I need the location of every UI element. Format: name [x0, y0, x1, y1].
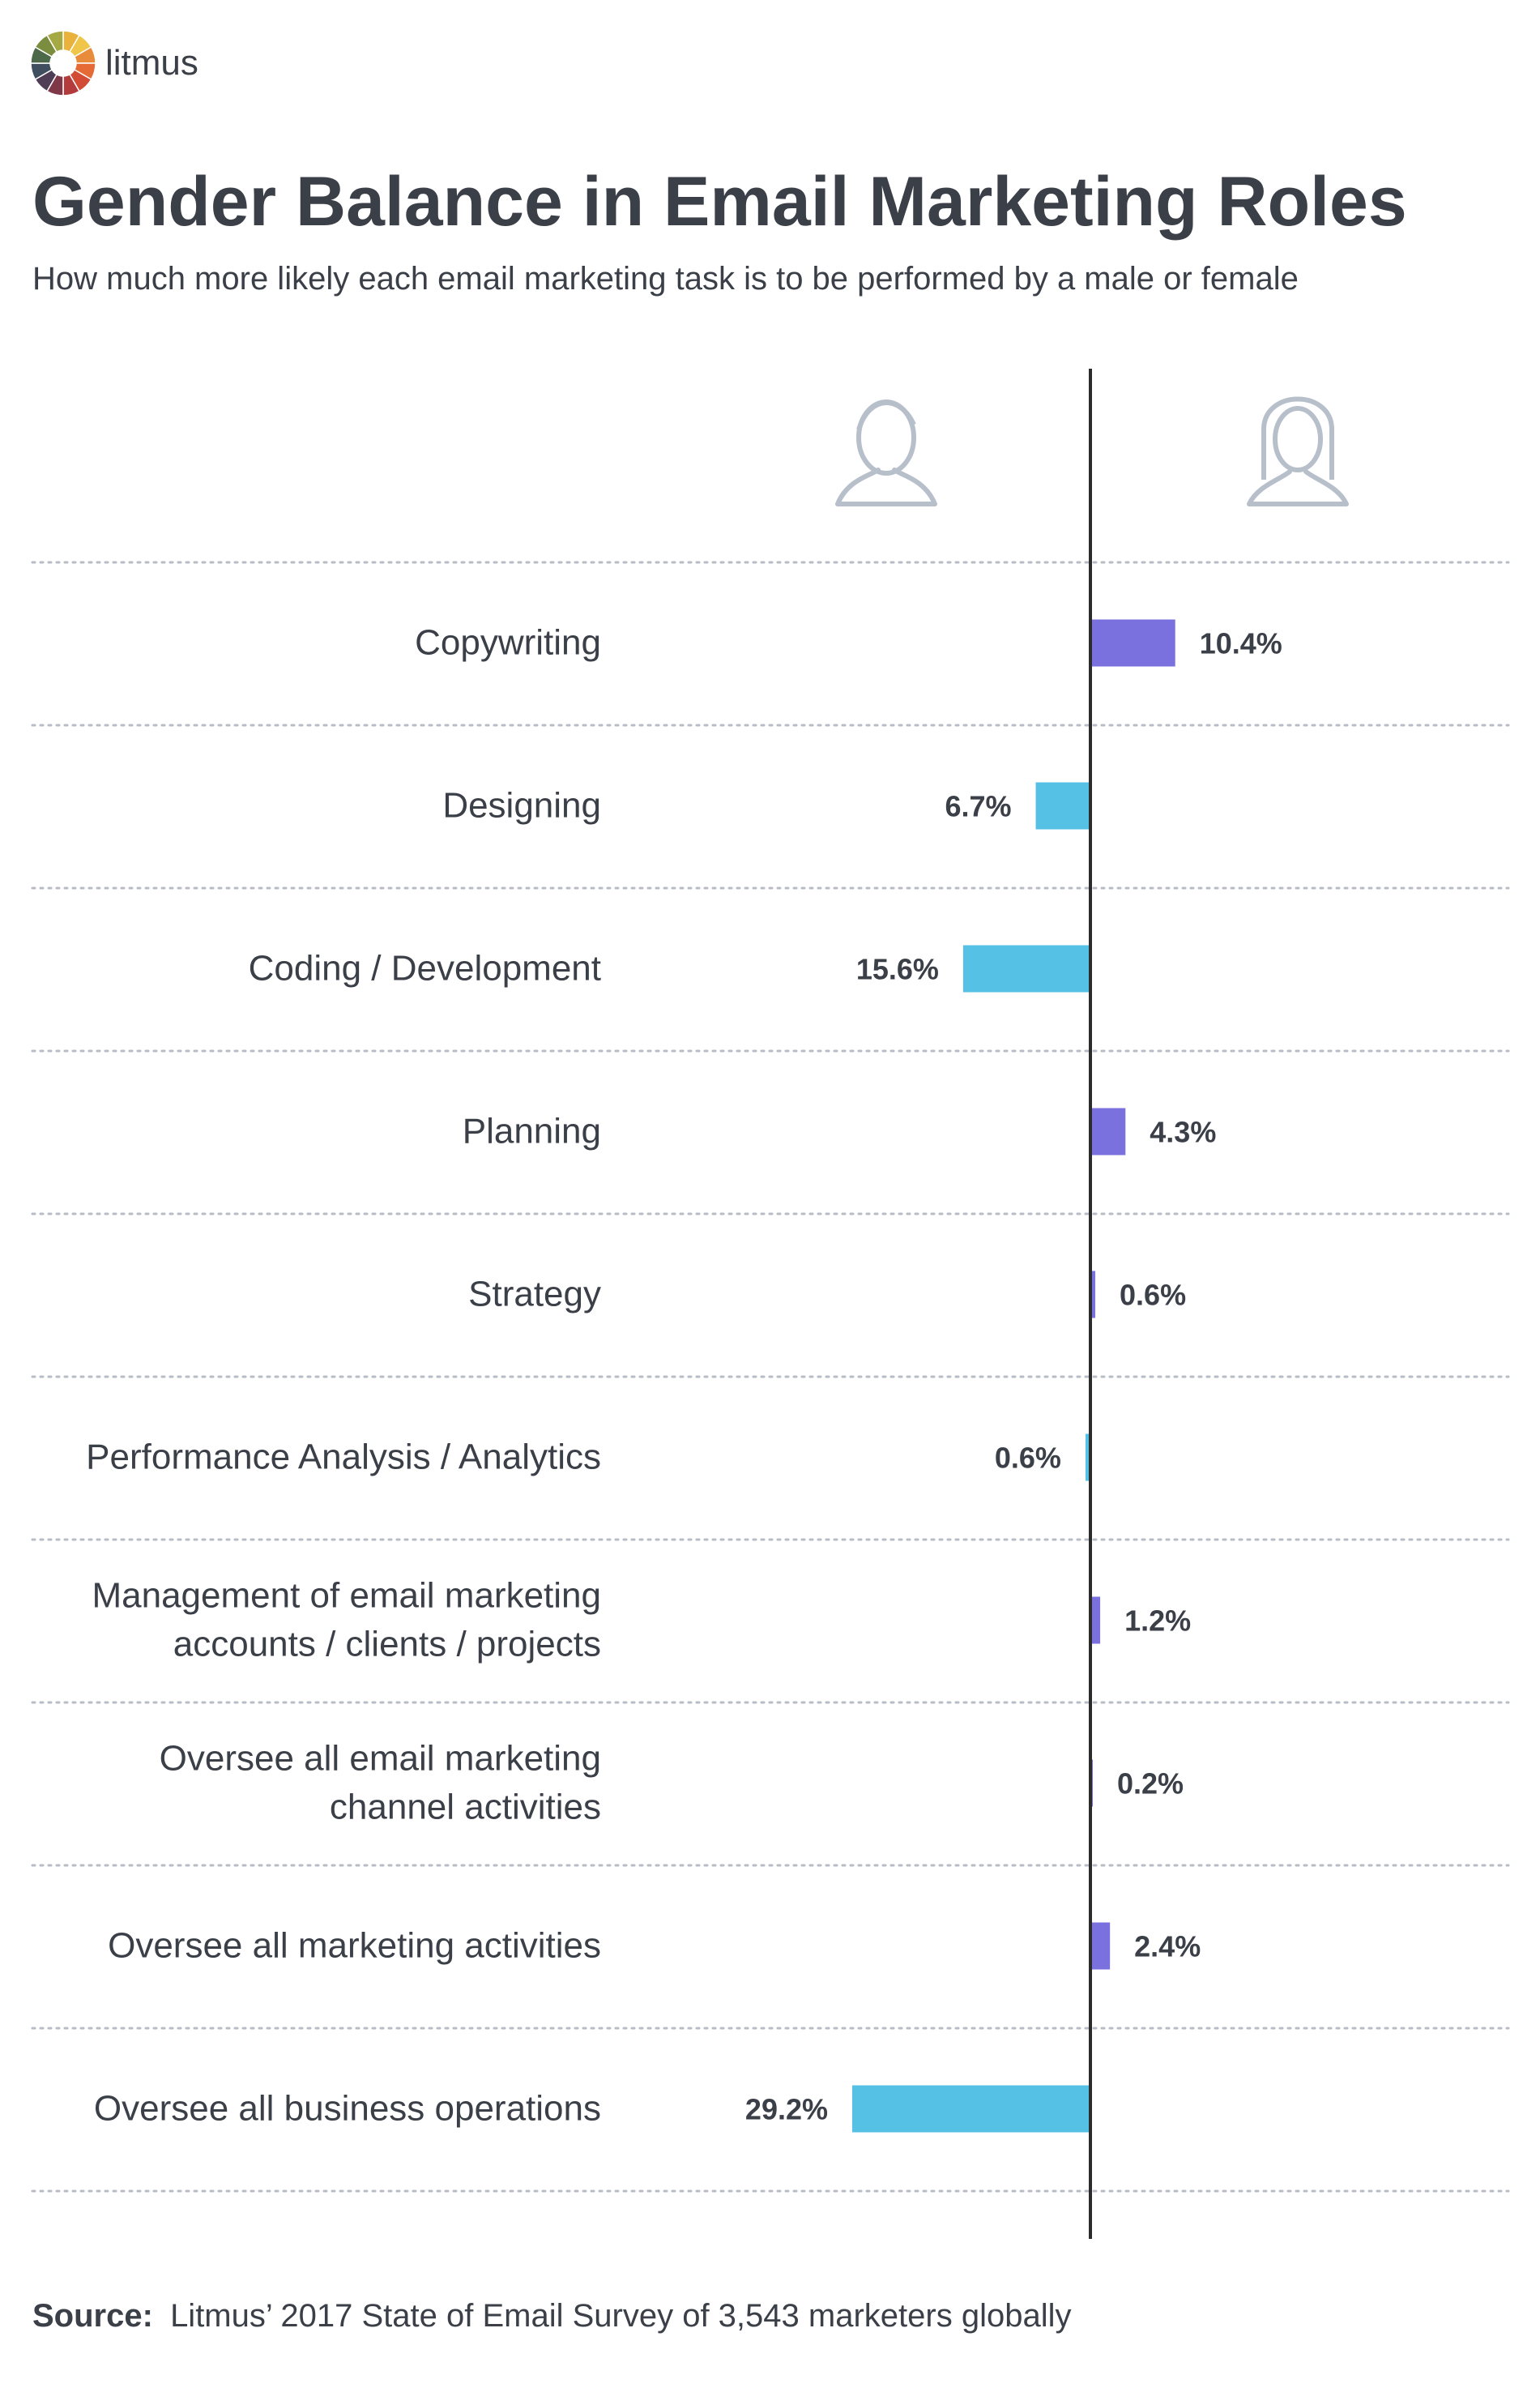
data-label: 0.6% [1120, 1279, 1186, 1312]
data-label: 0.2% [1117, 1767, 1184, 1801]
category-label: Designing [442, 786, 601, 826]
category-label: Copywriting [415, 623, 601, 663]
category-label: channel activities [330, 1788, 601, 1827]
page-title: Gender Balance in Email Marketing Roles [32, 163, 1407, 241]
data-label: 4.3% [1150, 1116, 1216, 1149]
litmus-logo [30, 30, 96, 96]
category-label: Performance Analysis / Analytics [86, 1437, 601, 1477]
data-label: 1.2% [1124, 1604, 1191, 1638]
bar-female [1090, 619, 1175, 667]
logo-segment [45, 30, 64, 53]
data-label: 15.6% [856, 953, 939, 986]
row-dividers [31, 561, 1510, 2193]
category-row: Planning 4.3% [463, 1108, 1216, 1156]
category-row: Copywriting 10.4% [415, 619, 1282, 667]
source-label: Source: [32, 2298, 153, 2334]
page-subtitle: How much more likely each email marketin… [32, 261, 1299, 297]
category-row: Oversee all business operations 29.2% [94, 2085, 1090, 2133]
source-footnote: Source: Litmus’ 2017 State of Email Surv… [32, 2298, 1071, 2334]
bar-male [852, 2085, 1090, 2133]
category-label: Strategy [468, 1275, 601, 1314]
data-label: 10.4% [1200, 627, 1282, 660]
bar-female [1090, 1108, 1126, 1156]
chart-rows: Copywriting 10.4% Designing 6.7% Coding / De… [86, 619, 1282, 2133]
source-text: Litmus’ 2017 State of Email Survey of 3,… [170, 2298, 1071, 2334]
brand-name: litmus [105, 43, 198, 83]
category-label: Oversee all marketing activities [108, 1926, 601, 1966]
category-row: Designing 6.7% [442, 782, 1090, 830]
data-label: 2.4% [1134, 1930, 1201, 1963]
female-hair-outline [1261, 396, 1334, 480]
category-label: Oversee all business operations [94, 2089, 601, 2129]
data-label: 6.7% [945, 790, 1011, 823]
bar-male [962, 945, 1090, 993]
category-row: Strategy 0.6% [468, 1271, 1186, 1318]
category-label: Coding / Development [249, 949, 601, 989]
category-row: Oversee all marketing activities 2.4% [108, 1922, 1201, 1970]
male-shoulders [835, 468, 937, 506]
data-label: 0.6% [995, 1442, 1061, 1475]
category-row: Performance Analysis / Analytics 0.6% [86, 1433, 1090, 1481]
bar-male [1035, 782, 1090, 830]
bar-female [1090, 1271, 1096, 1318]
bar-female [1090, 1922, 1111, 1970]
category-row: Coding / Development 15.6% [249, 945, 1090, 993]
male-user-icon [835, 399, 937, 506]
data-label: 29.2% [745, 2093, 828, 2126]
female-shoulders [1247, 469, 1349, 506]
female-face-outline [1273, 406, 1323, 472]
category-label: Planning [463, 1112, 601, 1151]
bar-female [1090, 1596, 1101, 1644]
category-row: Management of email marketing accounts / … [92, 1576, 1191, 1664]
male-hair-line [856, 400, 916, 430]
female-user-icon [1247, 396, 1349, 506]
category-label: accounts / clients / projects [173, 1625, 601, 1664]
category-label: Oversee all email marketing [160, 1739, 601, 1779]
bar-male [1085, 1433, 1090, 1481]
category-label: Management of email marketing [92, 1576, 601, 1616]
category-row: Oversee all email marketing channel activ… [160, 1739, 1184, 1827]
